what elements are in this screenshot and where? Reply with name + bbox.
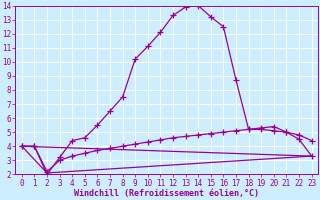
X-axis label: Windchill (Refroidissement éolien,°C): Windchill (Refroidissement éolien,°C): [74, 189, 259, 198]
